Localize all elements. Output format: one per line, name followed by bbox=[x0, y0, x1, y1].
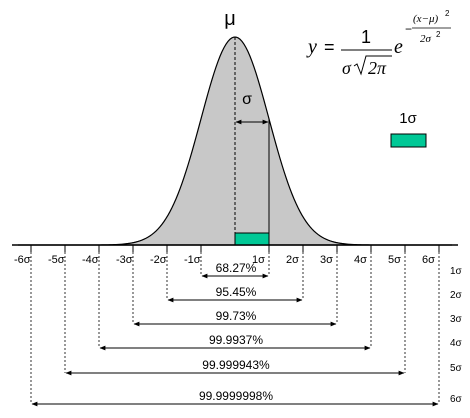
range-sigma-label: 4σ bbox=[450, 338, 463, 349]
formula-sqrt-sign bbox=[353, 55, 392, 76]
formula-denominator-sigma: σ bbox=[342, 58, 352, 78]
range-sigma-label: 6σ bbox=[450, 394, 463, 405]
range-percent-label: 99.999943% bbox=[202, 358, 270, 372]
tick-label: 2σ bbox=[286, 254, 299, 266]
range-sigma-label: 3σ bbox=[450, 314, 463, 325]
formula-exp-numerator: (x−μ) bbox=[413, 13, 438, 25]
formula-exp-sign: − bbox=[405, 22, 412, 36]
formula-lhs: y bbox=[306, 36, 317, 58]
legend-sigma-box bbox=[390, 133, 427, 148]
tick-label: -5σ bbox=[48, 254, 65, 266]
tick-label: -3σ bbox=[116, 254, 133, 266]
range-sigma-label: 5σ bbox=[450, 363, 463, 374]
sigma-box bbox=[234, 232, 270, 246]
normal-pdf-formula: y = 1 σ 2π e − (x−μ) 2 2σ 2 bbox=[306, 9, 451, 78]
range-percent-label: 99.73% bbox=[216, 309, 257, 323]
range-sigma-label: 1σ bbox=[450, 266, 463, 277]
tick-label: 1σ bbox=[252, 254, 265, 266]
sigma-label: σ bbox=[242, 91, 252, 108]
range-sigma-label: 2σ bbox=[450, 290, 463, 301]
formula-equals: = bbox=[324, 37, 335, 57]
tick-label: -4σ bbox=[82, 254, 99, 266]
formula-exp-power: 2 bbox=[445, 9, 450, 18]
tick-label: -2σ bbox=[150, 254, 167, 266]
mu-label: μ bbox=[224, 8, 236, 30]
tick-label: 5σ bbox=[388, 254, 401, 266]
tick-label: 6σ bbox=[422, 254, 435, 266]
tick-label: 3σ bbox=[320, 254, 333, 266]
range-percent-label: 99.9937% bbox=[209, 333, 263, 347]
formula-exp-denominator-power: 2 bbox=[436, 30, 441, 39]
axis-ticks: -6σ -5σ -4σ -3σ -2σ -1σ 1σ 2σ 3σ 4σ 5σ 6σ bbox=[14, 245, 440, 266]
range-percent-label: 99.9999998% bbox=[199, 389, 273, 403]
range-percent-label: 68.27% bbox=[216, 261, 257, 275]
tick-label: -1σ bbox=[184, 254, 201, 266]
tick-label: -6σ bbox=[14, 254, 31, 266]
range-percent-label: 95.45% bbox=[216, 285, 257, 299]
formula-base: e bbox=[394, 36, 403, 58]
tick-label: 4σ bbox=[354, 254, 367, 266]
legend-label: 1σ bbox=[399, 110, 417, 127]
formula-exp-denominator: 2σ bbox=[420, 33, 432, 45]
formula-numerator: 1 bbox=[361, 27, 371, 47]
formula-denominator-radicand: 2π bbox=[368, 58, 387, 78]
